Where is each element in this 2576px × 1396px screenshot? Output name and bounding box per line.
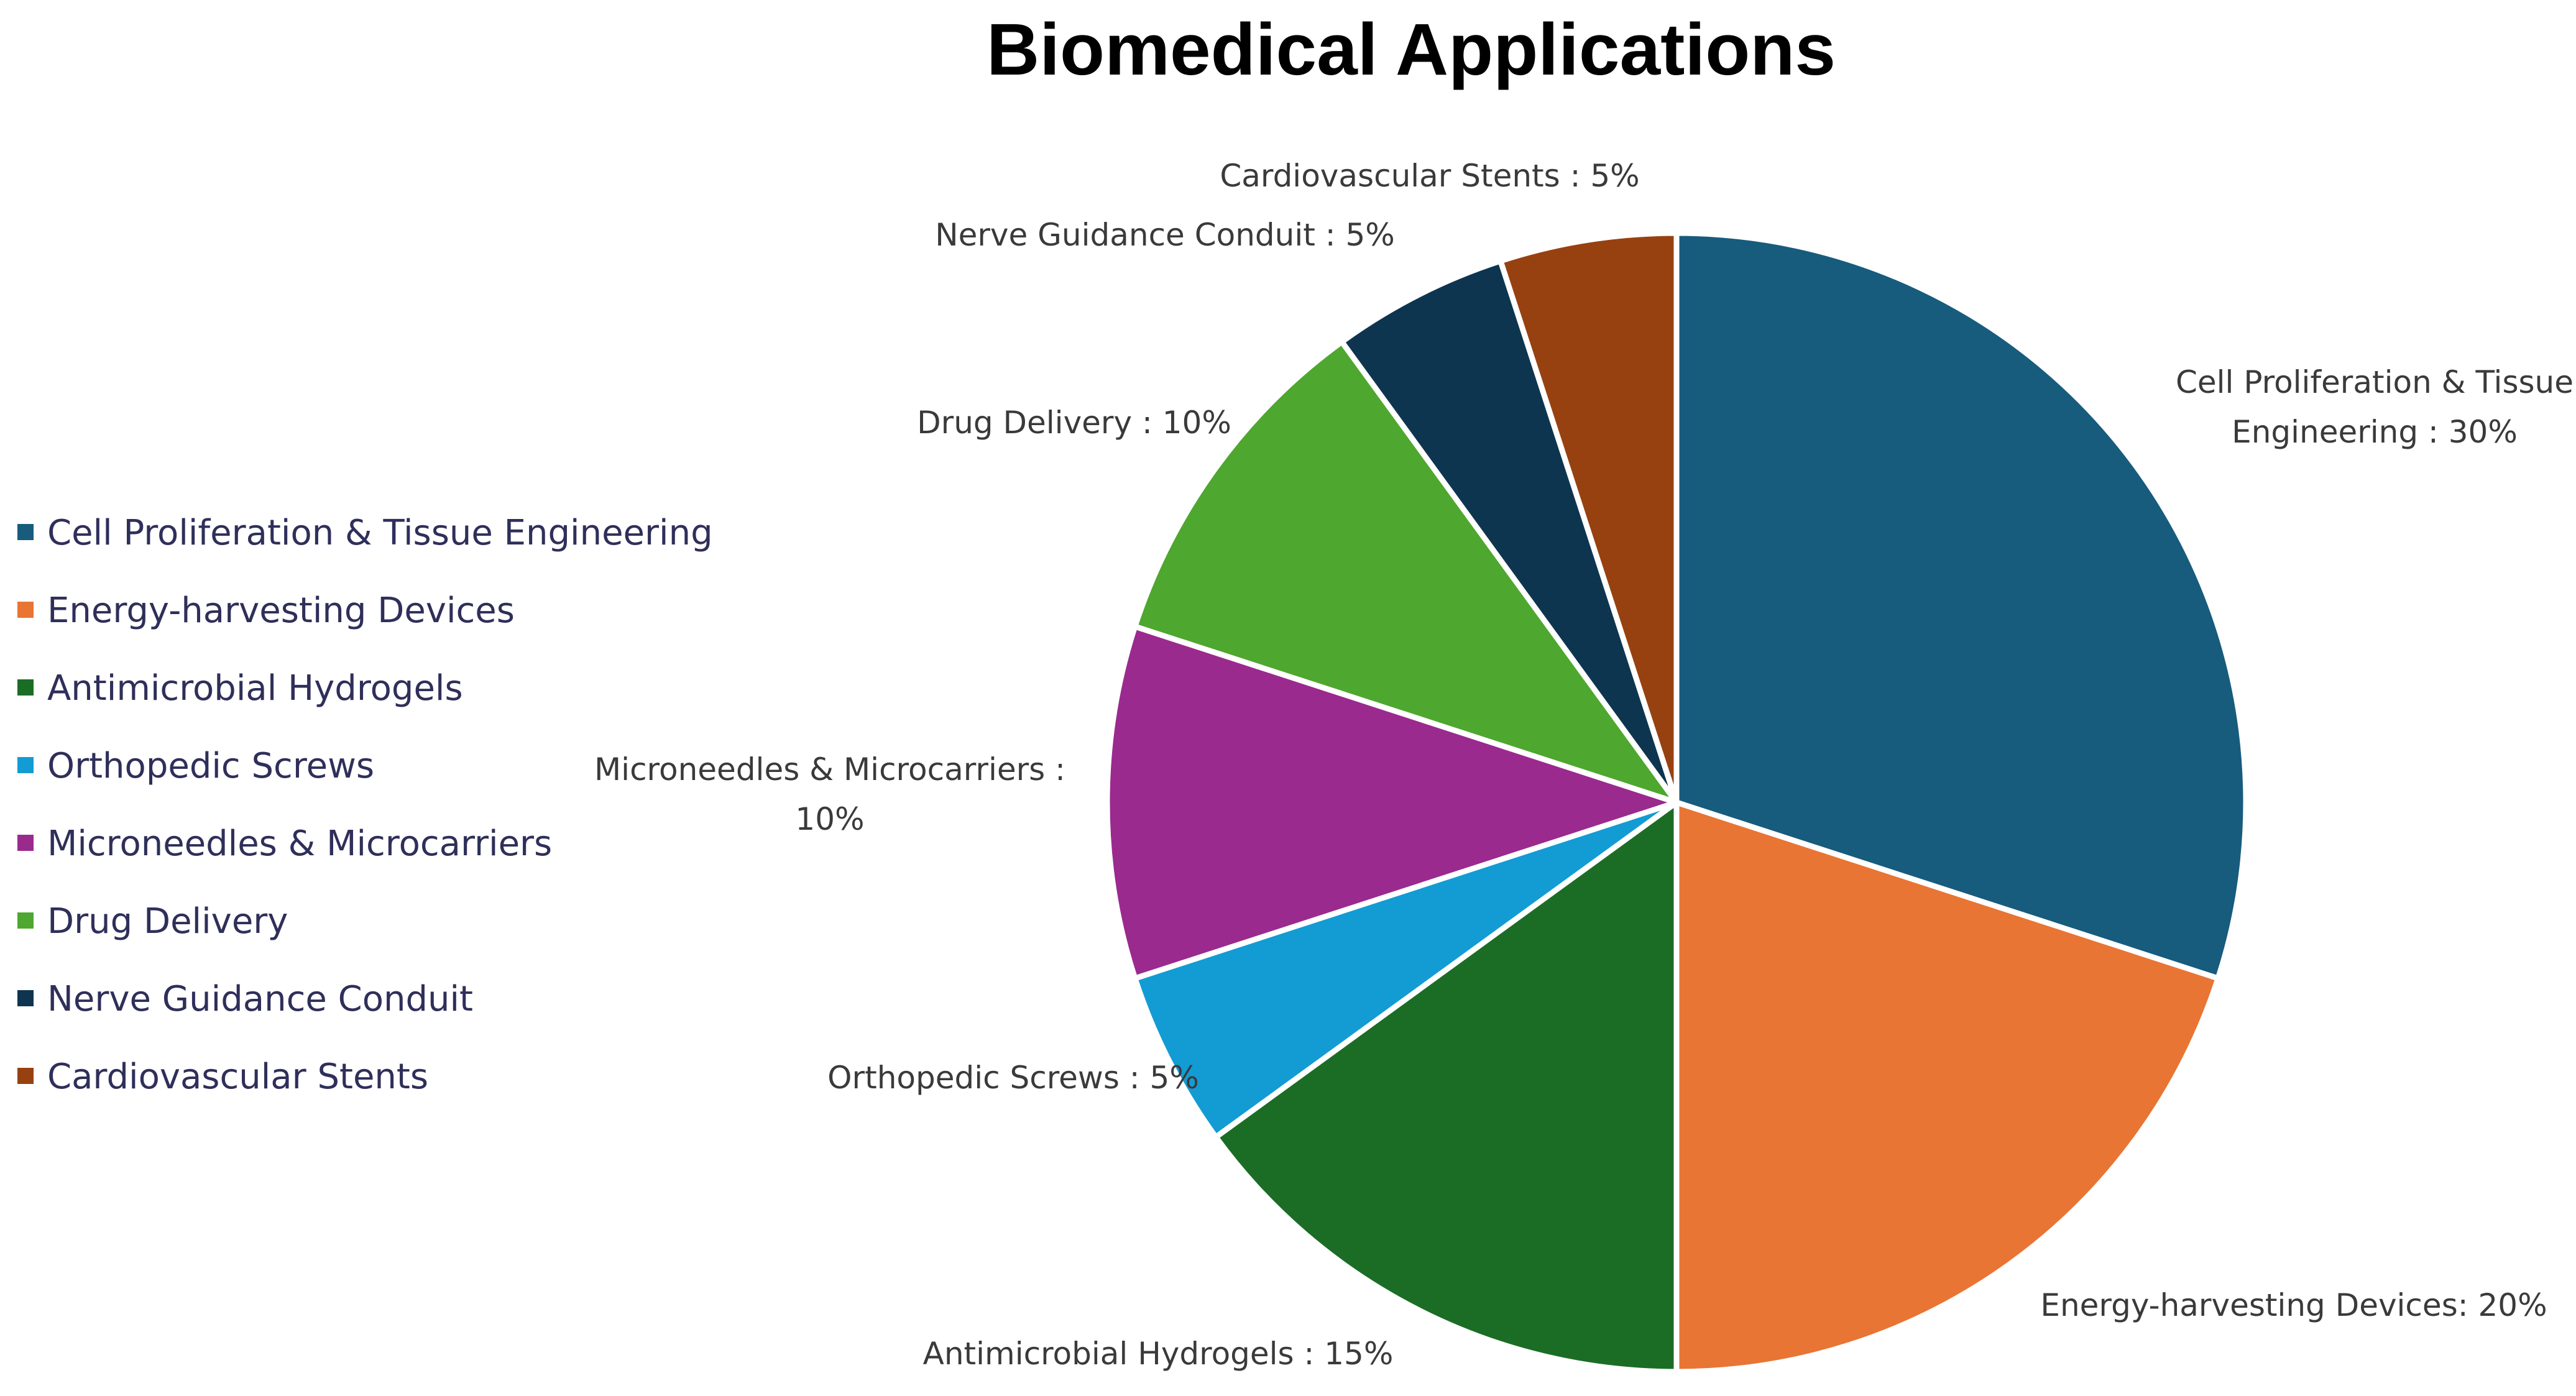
legend: Cell Proliferation & Tissue Engineering E… [17,513,713,1097]
chart-title: Biomedical Applications [987,9,1836,91]
legend-label: Drug Delivery [47,901,288,942]
legend-swatch [17,679,34,696]
data-label-line: Antimicrobial Hydrogels : 15% [923,1336,1394,1372]
data-label-orthopedic-screws: Orthopedic Screws : 5% [827,1060,1199,1096]
data-label-line: Energy-harvesting Devices: 20% [2040,1287,2547,1323]
legend-item-microneedles-and-microcarriers: Microneedles & Microcarriers [17,824,552,864]
data-label-line: Cardiovascular Stents : 5% [1220,158,1639,194]
data-label-line: Cell Proliferation & Tissue [2176,364,2574,400]
pie-slice-drug-delivery [1131,338,1684,808]
legend-label: Microneedles & Microcarriers [47,824,552,864]
legend-swatch [17,602,34,618]
legend-label: Cell Proliferation & Tissue Engineering [47,513,713,553]
legend-label: Cardiovascular Stents [47,1057,428,1097]
data-label-energy-harvesting-devices: Energy-harvesting Devices: 20% [2040,1287,2547,1323]
data-label-line: Drug Delivery : 10% [917,405,1231,441]
pie-slice-microneedles-and-microcarriers [1104,623,1686,982]
data-label-line: Microneedles & Microcarriers : [594,751,1065,788]
legend-label: Energy-harvesting Devices [47,590,515,631]
legend-label: Orthopedic Screws [47,746,374,786]
data-label-line: Engineering : 30% [2232,414,2518,450]
data-label-nerve-guidance-conduit: Nerve Guidance Conduit : 5% [935,217,1395,253]
data-labels: Cell Proliferation & Tissue Engineering :… [594,158,2574,1372]
legend-item-energy-harvesting-devices: Energy-harvesting Devices [17,590,515,631]
legend-swatch [17,1068,34,1084]
pie-slice-antimicrobial-hydrogels [1212,797,1680,1375]
legend-item-drug-delivery: Drug Delivery [17,901,288,942]
data-label-line: Nerve Guidance Conduit : 5% [935,217,1395,253]
pie-slice-nerve-guidance-conduit [1338,257,1680,804]
pie-slice-cell-proliferation-and-tissue-engineering [1673,230,2249,982]
data-label-line: 10% [795,801,864,837]
legend-swatch [17,990,34,1006]
legend-item-antimicrobial-hydrogels: Antimicrobial Hydrogels [17,668,463,709]
pie-slices [1104,230,2249,1375]
legend-swatch [17,835,34,851]
legend-label: Nerve Guidance Conduit [47,979,473,1019]
data-label-line: Orthopedic Screws : 5% [827,1060,1199,1096]
legend-swatch [17,524,34,540]
legend-item-nerve-guidance-conduit: Nerve Guidance Conduit [17,979,473,1019]
data-label-cell-proliferation-and-tissue-engineering: Cell Proliferation & Tissue Engineering :… [2176,364,2574,450]
legend-item-cardiovascular-stents: Cardiovascular Stents [17,1057,428,1097]
data-label-cardiovascular-stents: Cardiovascular Stents : 5% [1220,158,1639,194]
data-label-drug-delivery: Drug Delivery : 10% [917,405,1231,441]
legend-item-orthopedic-screws: Orthopedic Screws [17,746,374,786]
pie-slice-cardiovascular-stents [1497,230,1680,804]
legend-swatch [17,912,34,929]
pie-slice-orthopedic-screws [1131,799,1678,1141]
legend-label: Antimicrobial Hydrogels [47,668,463,709]
pie-slice-energy-harvesting-devices [1673,798,2222,1375]
data-label-antimicrobial-hydrogels: Antimicrobial Hydrogels : 15% [923,1336,1394,1372]
legend-swatch [17,757,34,773]
data-label-microneedles-and-microcarriers: Microneedles & Microcarriers : 10% [594,751,1065,837]
legend-item-cell-proliferation-and-tissue-engineering: Cell Proliferation & Tissue Engineering [17,513,713,553]
